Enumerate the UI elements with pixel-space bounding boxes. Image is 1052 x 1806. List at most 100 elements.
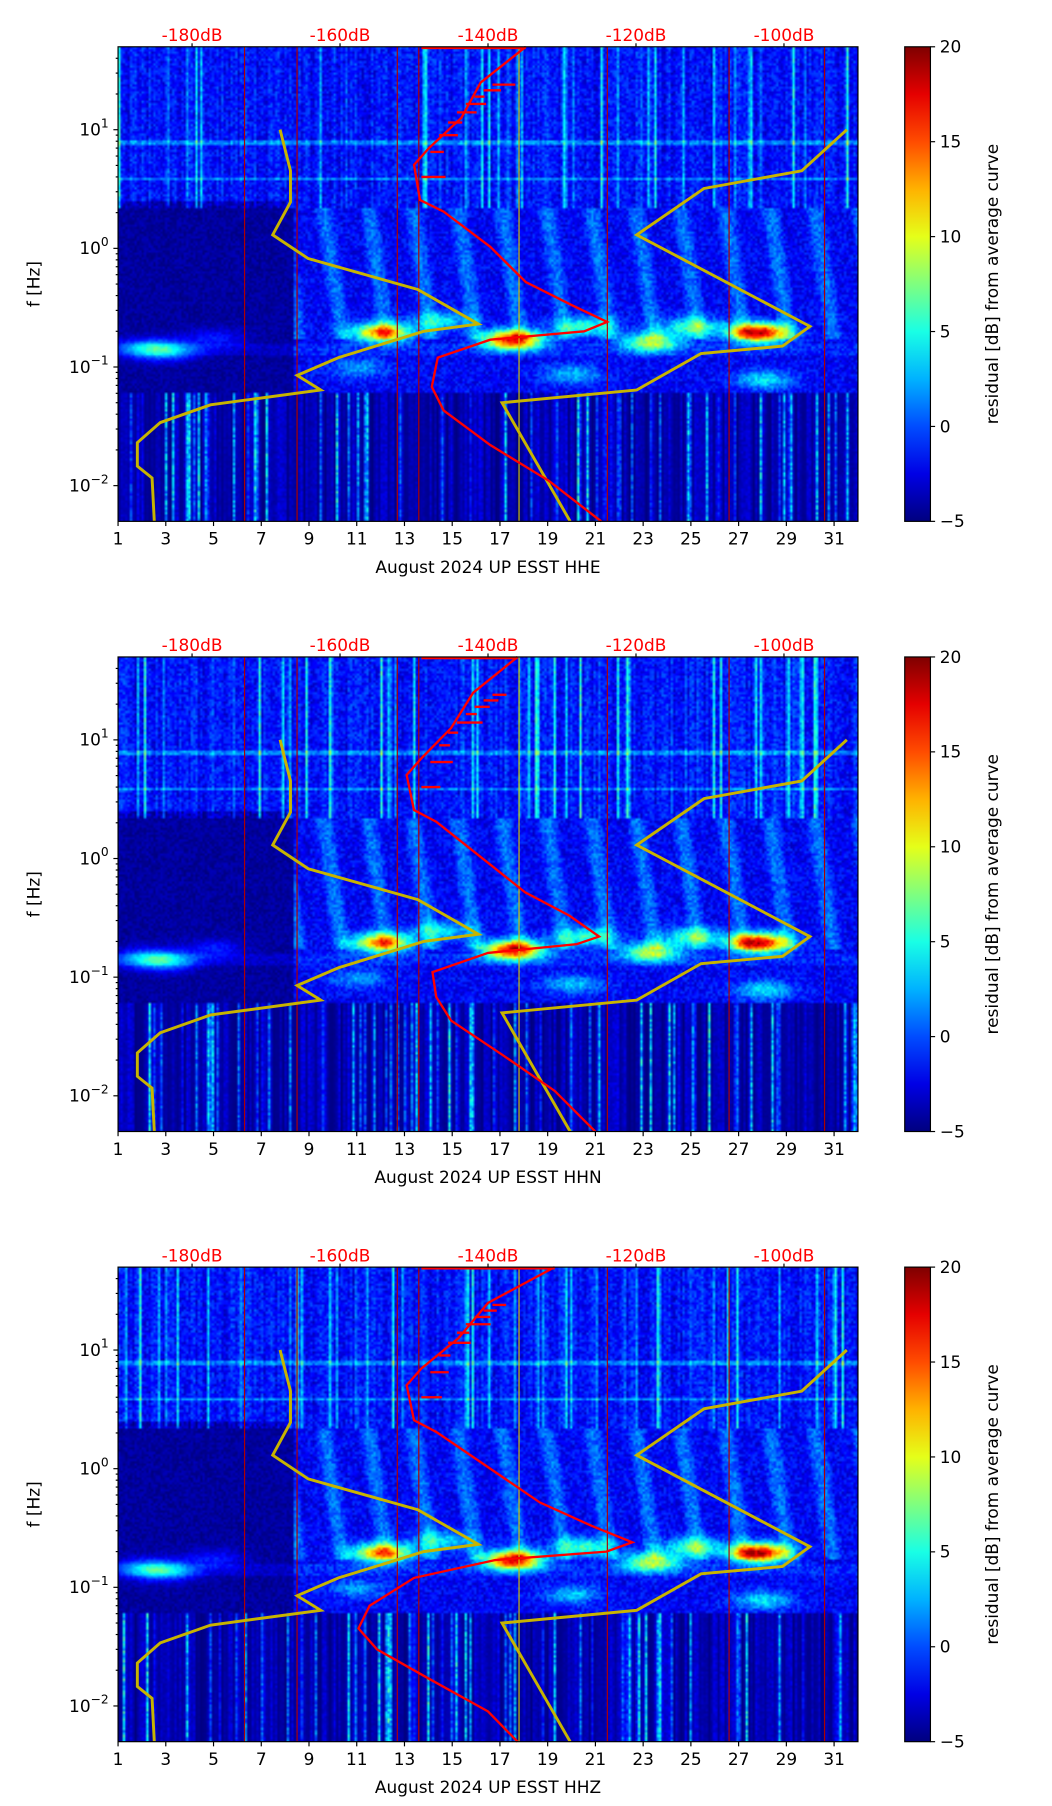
y-tick-base: 10 bbox=[79, 238, 101, 258]
x-axis-label: August 2024 UP ESST HHE bbox=[375, 557, 600, 577]
x-tick-label: 31 bbox=[823, 1139, 845, 1159]
x-tick-label: 11 bbox=[346, 529, 368, 549]
spectrogram-panel: 1 3 5 7 9 11 13 15 17 19 21 23 25 27 29 31-180dB -160dB -… bbox=[24, 1245, 1002, 1797]
colorbar-tick-label: 20 bbox=[940, 1257, 962, 1277]
x-tick-label: 13 bbox=[394, 529, 416, 549]
x-tick-label: 27 bbox=[728, 1139, 750, 1159]
top-db-label: -120dB bbox=[606, 1245, 667, 1265]
spectrogram-image bbox=[118, 656, 858, 1132]
y-tick-exponent: −2 bbox=[91, 1082, 109, 1096]
y-tick-exponent: −1 bbox=[91, 964, 109, 978]
top-db-label: -120dB bbox=[606, 635, 667, 655]
colorbar-tick-label: 0 bbox=[940, 416, 951, 436]
top-db-label: -160dB bbox=[310, 635, 371, 655]
x-tick-label: 17 bbox=[489, 529, 511, 549]
colorbar-tick-label: 5 bbox=[940, 932, 951, 952]
x-tick-label: 9 bbox=[304, 529, 315, 549]
top-db-label: -180dB bbox=[162, 25, 223, 45]
x-tick-label: 15 bbox=[441, 1139, 463, 1159]
x-tick-label: 7 bbox=[256, 529, 267, 549]
spectrogram-image bbox=[118, 1267, 858, 1742]
top-db-label: -100dB bbox=[754, 25, 815, 45]
y-tick-label: 10−1 bbox=[69, 964, 109, 987]
low-noise-model-line bbox=[135, 129, 483, 522]
x-tick-label: 1 bbox=[113, 529, 124, 549]
x-tick-label: 29 bbox=[776, 1139, 798, 1159]
top-db-label: -160dB bbox=[310, 25, 371, 45]
y-axis-label: f [Hz] bbox=[24, 871, 44, 917]
spectrogram-panel: 1 3 5 7 9 11 13 15 17 19 21 23 25 27 29 31-180dB -160dB -… bbox=[24, 25, 1002, 577]
top-db-label: -100dB bbox=[754, 635, 815, 655]
x-tick-label: 29 bbox=[776, 1749, 798, 1769]
high-noise-model-line bbox=[499, 738, 848, 1133]
colorbar-tick-label: −5 bbox=[940, 511, 965, 531]
high-noise-model-line bbox=[499, 128, 848, 523]
colorbar-tick-label: 10 bbox=[940, 1447, 962, 1467]
y-tick-exponent: −2 bbox=[91, 1693, 109, 1707]
x-tick-label: 19 bbox=[537, 529, 559, 549]
x-tick-label: 13 bbox=[394, 1749, 416, 1769]
top-db-label: -140dB bbox=[458, 635, 519, 655]
x-tick-label: 19 bbox=[537, 1749, 559, 1769]
x-tick-label: 5 bbox=[208, 529, 219, 549]
y-tick-label: 101 bbox=[79, 1337, 108, 1360]
y-tick-base: 10 bbox=[69, 357, 91, 377]
y-tick-exponent: −1 bbox=[91, 354, 109, 368]
x-tick-label: 23 bbox=[632, 1749, 654, 1769]
x-tick-label: 5 bbox=[208, 1749, 219, 1769]
top-db-label: -180dB bbox=[162, 635, 223, 655]
x-tick-label: 3 bbox=[160, 1139, 171, 1159]
colorbar-tick-label: 5 bbox=[940, 321, 951, 341]
colorbar-label: residual [dB] from average curve bbox=[982, 1364, 1002, 1644]
y-tick-exponent: 0 bbox=[101, 845, 109, 859]
y-tick-label: 10−2 bbox=[69, 472, 109, 495]
y-tick-label: 101 bbox=[79, 727, 108, 750]
colorbar-tick-label: 20 bbox=[940, 37, 962, 57]
y-tick-base: 10 bbox=[69, 475, 91, 495]
x-tick-label: 19 bbox=[537, 1139, 559, 1159]
colorbar-tick-label: 15 bbox=[940, 742, 962, 762]
y-tick-exponent: −1 bbox=[91, 1574, 109, 1588]
average-curve-line bbox=[357, 1266, 636, 1743]
x-tick-label: 5 bbox=[208, 1139, 219, 1159]
x-tick-label: 3 bbox=[160, 529, 171, 549]
y-tick-base: 10 bbox=[69, 1577, 91, 1597]
colorbar-tick-label: −5 bbox=[940, 1121, 965, 1141]
colorbar-tick-label: 0 bbox=[940, 1637, 951, 1657]
y-tick-label: 10−2 bbox=[69, 1693, 109, 1716]
y-tick-label: 10−1 bbox=[69, 354, 109, 377]
y-tick-exponent: 1 bbox=[101, 1337, 109, 1351]
x-tick-label: 7 bbox=[256, 1749, 267, 1769]
y-tick-base: 10 bbox=[69, 1696, 91, 1716]
x-tick-label: 25 bbox=[680, 1139, 702, 1159]
low-noise-model-line bbox=[135, 1349, 483, 1742]
colorbar bbox=[904, 46, 932, 522]
y-tick-base: 10 bbox=[79, 848, 101, 868]
y-tick-label: 100 bbox=[79, 845, 108, 868]
colorbar bbox=[904, 1266, 932, 1743]
x-tick-label: 15 bbox=[441, 529, 463, 549]
colorbar-tick-label: 0 bbox=[940, 1026, 951, 1046]
low-noise-model-line bbox=[135, 739, 483, 1132]
colorbar-tick-label: 15 bbox=[940, 1352, 962, 1372]
x-tick-label: 27 bbox=[728, 1749, 750, 1769]
colorbar-tick-label: 15 bbox=[940, 132, 962, 152]
spectrogram-image bbox=[118, 46, 858, 522]
x-tick-label: 29 bbox=[776, 529, 798, 549]
x-tick-label: 11 bbox=[346, 1749, 368, 1769]
x-axis-label: August 2024 UP ESST HHZ bbox=[375, 1777, 601, 1797]
y-tick-base: 10 bbox=[79, 120, 101, 140]
x-tick-label: 25 bbox=[680, 529, 702, 549]
colorbar-tick-label: 10 bbox=[940, 837, 962, 857]
x-tick-label: 23 bbox=[632, 529, 654, 549]
x-tick-label: 31 bbox=[823, 1749, 845, 1769]
y-tick-exponent: −2 bbox=[91, 472, 109, 486]
y-tick-exponent: 1 bbox=[101, 116, 109, 130]
x-tick-label: 7 bbox=[256, 1139, 267, 1159]
top-db-label: -120dB bbox=[606, 25, 667, 45]
x-tick-label: 1 bbox=[113, 1749, 124, 1769]
y-tick-exponent: 0 bbox=[101, 1455, 109, 1469]
x-tick-label: 21 bbox=[585, 1139, 607, 1159]
x-tick-label: 17 bbox=[489, 1139, 511, 1159]
